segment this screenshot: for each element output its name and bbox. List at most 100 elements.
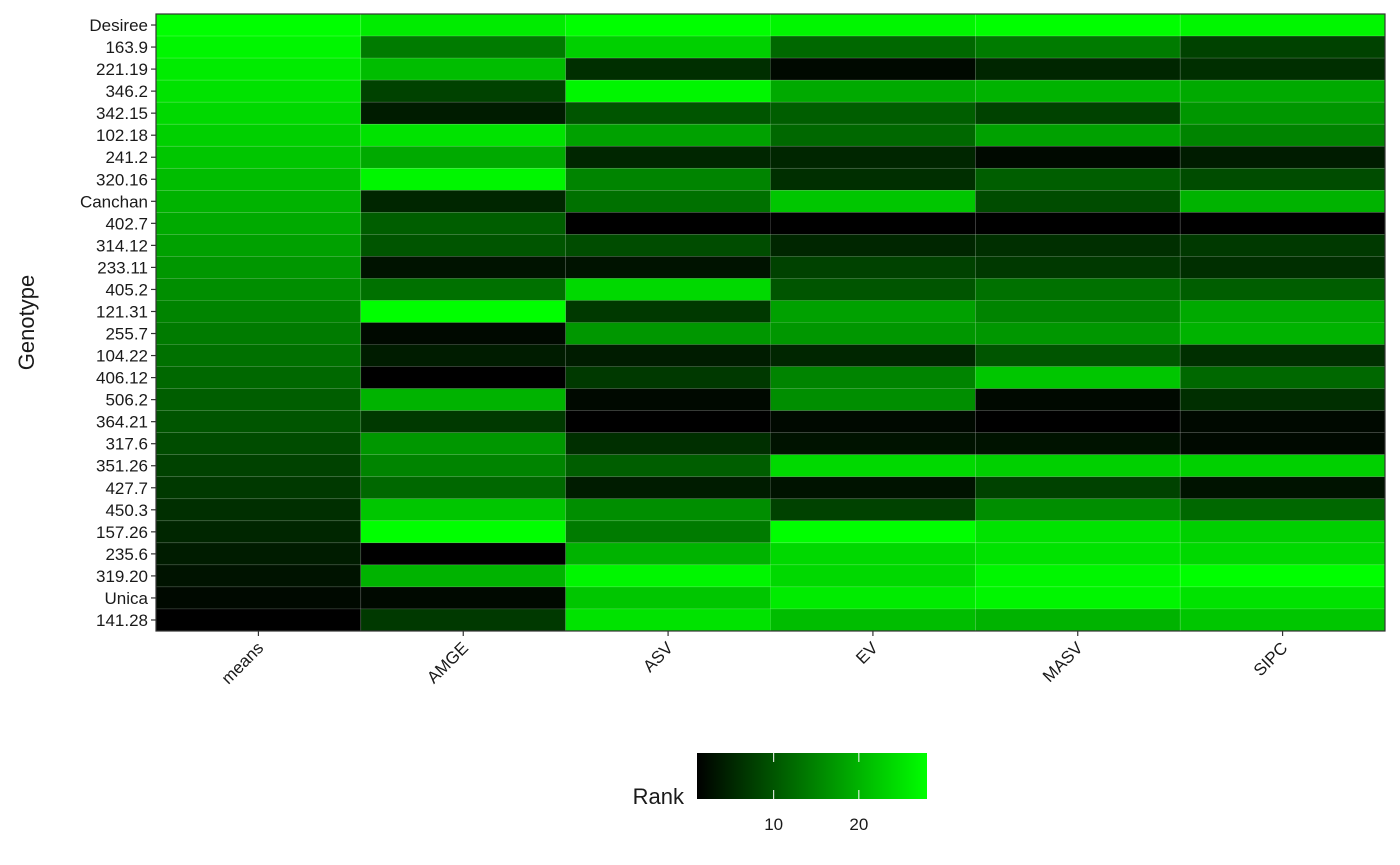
- heatmap-cell: [565, 476, 771, 500]
- x-axis: means AMGE ASV EV MASV SIPC: [218, 631, 1291, 688]
- heatmap-cell: [360, 520, 566, 544]
- y-axis: Desiree 163.9 221.19 346.2 342.15 102.18 241.2…: [80, 16, 156, 630]
- heatmap-cell: [565, 278, 771, 301]
- heatmap-cell: [1179, 454, 1386, 478]
- heatmap-cell: [1179, 57, 1386, 81]
- heatmap-cell: [1179, 35, 1386, 59]
- heatmap-cells: [155, 13, 1386, 632]
- heatmap-cell: [155, 410, 362, 433]
- heatmap-cell: [975, 322, 1181, 345]
- heatmap-cell: [565, 234, 771, 257]
- y-tick-label: Unica: [105, 589, 149, 608]
- y-tick-label: 157.26: [96, 523, 148, 542]
- heatmap-cell: [1179, 189, 1386, 213]
- heatmap-cell: [975, 410, 1181, 433]
- heatmap-cell: [565, 586, 771, 610]
- heatmap-cell: [155, 388, 362, 411]
- heatmap-cell: [975, 498, 1181, 522]
- heatmap-cell: [1179, 432, 1386, 456]
- heatmap-cell: [565, 520, 771, 544]
- heatmap-cell: [975, 586, 1181, 610]
- y-tick-label: 317.6: [105, 435, 148, 454]
- heatmap-cell: [975, 167, 1181, 191]
- heatmap-cell: [360, 366, 566, 389]
- heatmap-cell: [1179, 167, 1386, 191]
- heatmap-cell: [155, 167, 362, 191]
- heatmap-cell: [360, 586, 566, 610]
- heatmap-cell: [565, 101, 771, 125]
- y-tick-label: 241.2: [105, 148, 148, 167]
- y-tick-label: 427.7: [105, 479, 148, 498]
- y-tick-label: 402.7: [105, 214, 148, 233]
- heatmap-cell: [565, 388, 771, 411]
- heatmap-cell: [565, 79, 771, 103]
- heatmap-cell: [975, 476, 1181, 500]
- heatmap-cell: [360, 256, 566, 279]
- y-tick-label: 506.2: [105, 391, 148, 410]
- y-tick-label: 233.11: [97, 258, 148, 277]
- heatmap-cell: [565, 35, 771, 59]
- heatmap-cell: [1179, 498, 1386, 522]
- heatmap-cell: [770, 35, 976, 59]
- heatmap-cell: [565, 410, 771, 433]
- heatmap-cell: [155, 13, 362, 37]
- y-tick-label: 221.19: [96, 60, 148, 79]
- heatmap-cell: [360, 564, 566, 588]
- heatmap-cell: [360, 498, 566, 522]
- heatmap-cell: [360, 57, 566, 81]
- legend-tick-label: 10: [764, 815, 783, 834]
- heatmap-cell: [155, 79, 362, 103]
- heatmap-cell: [975, 145, 1181, 169]
- heatmap-cell: [1179, 476, 1386, 500]
- heatmap-cell: [975, 13, 1181, 37]
- heatmap-cell: [565, 498, 771, 522]
- heatmap-cell: [770, 476, 976, 500]
- heatmap-cell: [155, 498, 362, 522]
- y-tick-label: Canchan: [80, 192, 148, 211]
- heatmap-cell: [565, 13, 771, 37]
- heatmap-cell: [1179, 278, 1386, 301]
- heatmap-cell: [1179, 366, 1386, 389]
- heatmap-cell: [565, 366, 771, 389]
- heatmap-cell: [155, 278, 362, 301]
- heatmap-cell: [770, 322, 976, 345]
- y-tick-label: 342.15: [96, 104, 148, 123]
- heatmap-cell: [975, 35, 1181, 59]
- heatmap-cell: [770, 123, 976, 147]
- x-tick-label: means: [218, 638, 268, 688]
- heatmap-cell: [155, 344, 362, 367]
- heatmap-cell: [770, 256, 976, 279]
- heatmap-cell: [770, 234, 976, 257]
- y-tick-label: 406.12: [96, 369, 148, 388]
- heatmap-cell: [565, 212, 771, 235]
- heatmap-cell: [975, 454, 1181, 478]
- heatmap-cell: [155, 564, 362, 588]
- heatmap-cell: [360, 410, 566, 433]
- x-tick-label: EV: [852, 638, 882, 668]
- heatmap-cell: [1179, 344, 1386, 367]
- y-tick-label: 255.7: [105, 325, 148, 344]
- heatmap-cell: [770, 366, 976, 389]
- heatmap-cell: [360, 278, 566, 301]
- heatmap-cell: [770, 520, 976, 544]
- heatmap-cell: [565, 145, 771, 169]
- y-tick-label: 364.21: [96, 413, 148, 432]
- heatmap-cell: [770, 608, 976, 632]
- heatmap-cell: [975, 432, 1181, 456]
- heatmap-cell: [155, 322, 362, 345]
- heatmap-cell: [155, 189, 362, 213]
- heatmap-cell: [975, 542, 1181, 566]
- heatmap-cell: [155, 212, 362, 235]
- y-tick-label: 320.16: [96, 170, 148, 189]
- heatmap-cell: [565, 344, 771, 367]
- color-legend: Rank 10 20: [633, 753, 927, 834]
- heatmap-cell: [770, 13, 976, 37]
- y-tick-label: 141.28: [96, 611, 148, 630]
- heatmap-cell: [770, 212, 976, 235]
- heatmap-cell: [565, 322, 771, 345]
- y-tick-label: 351.26: [96, 457, 148, 476]
- x-tick-label: SIPC: [1250, 638, 1291, 679]
- heatmap-cell: [770, 189, 976, 213]
- heatmap-cell: [1179, 13, 1386, 37]
